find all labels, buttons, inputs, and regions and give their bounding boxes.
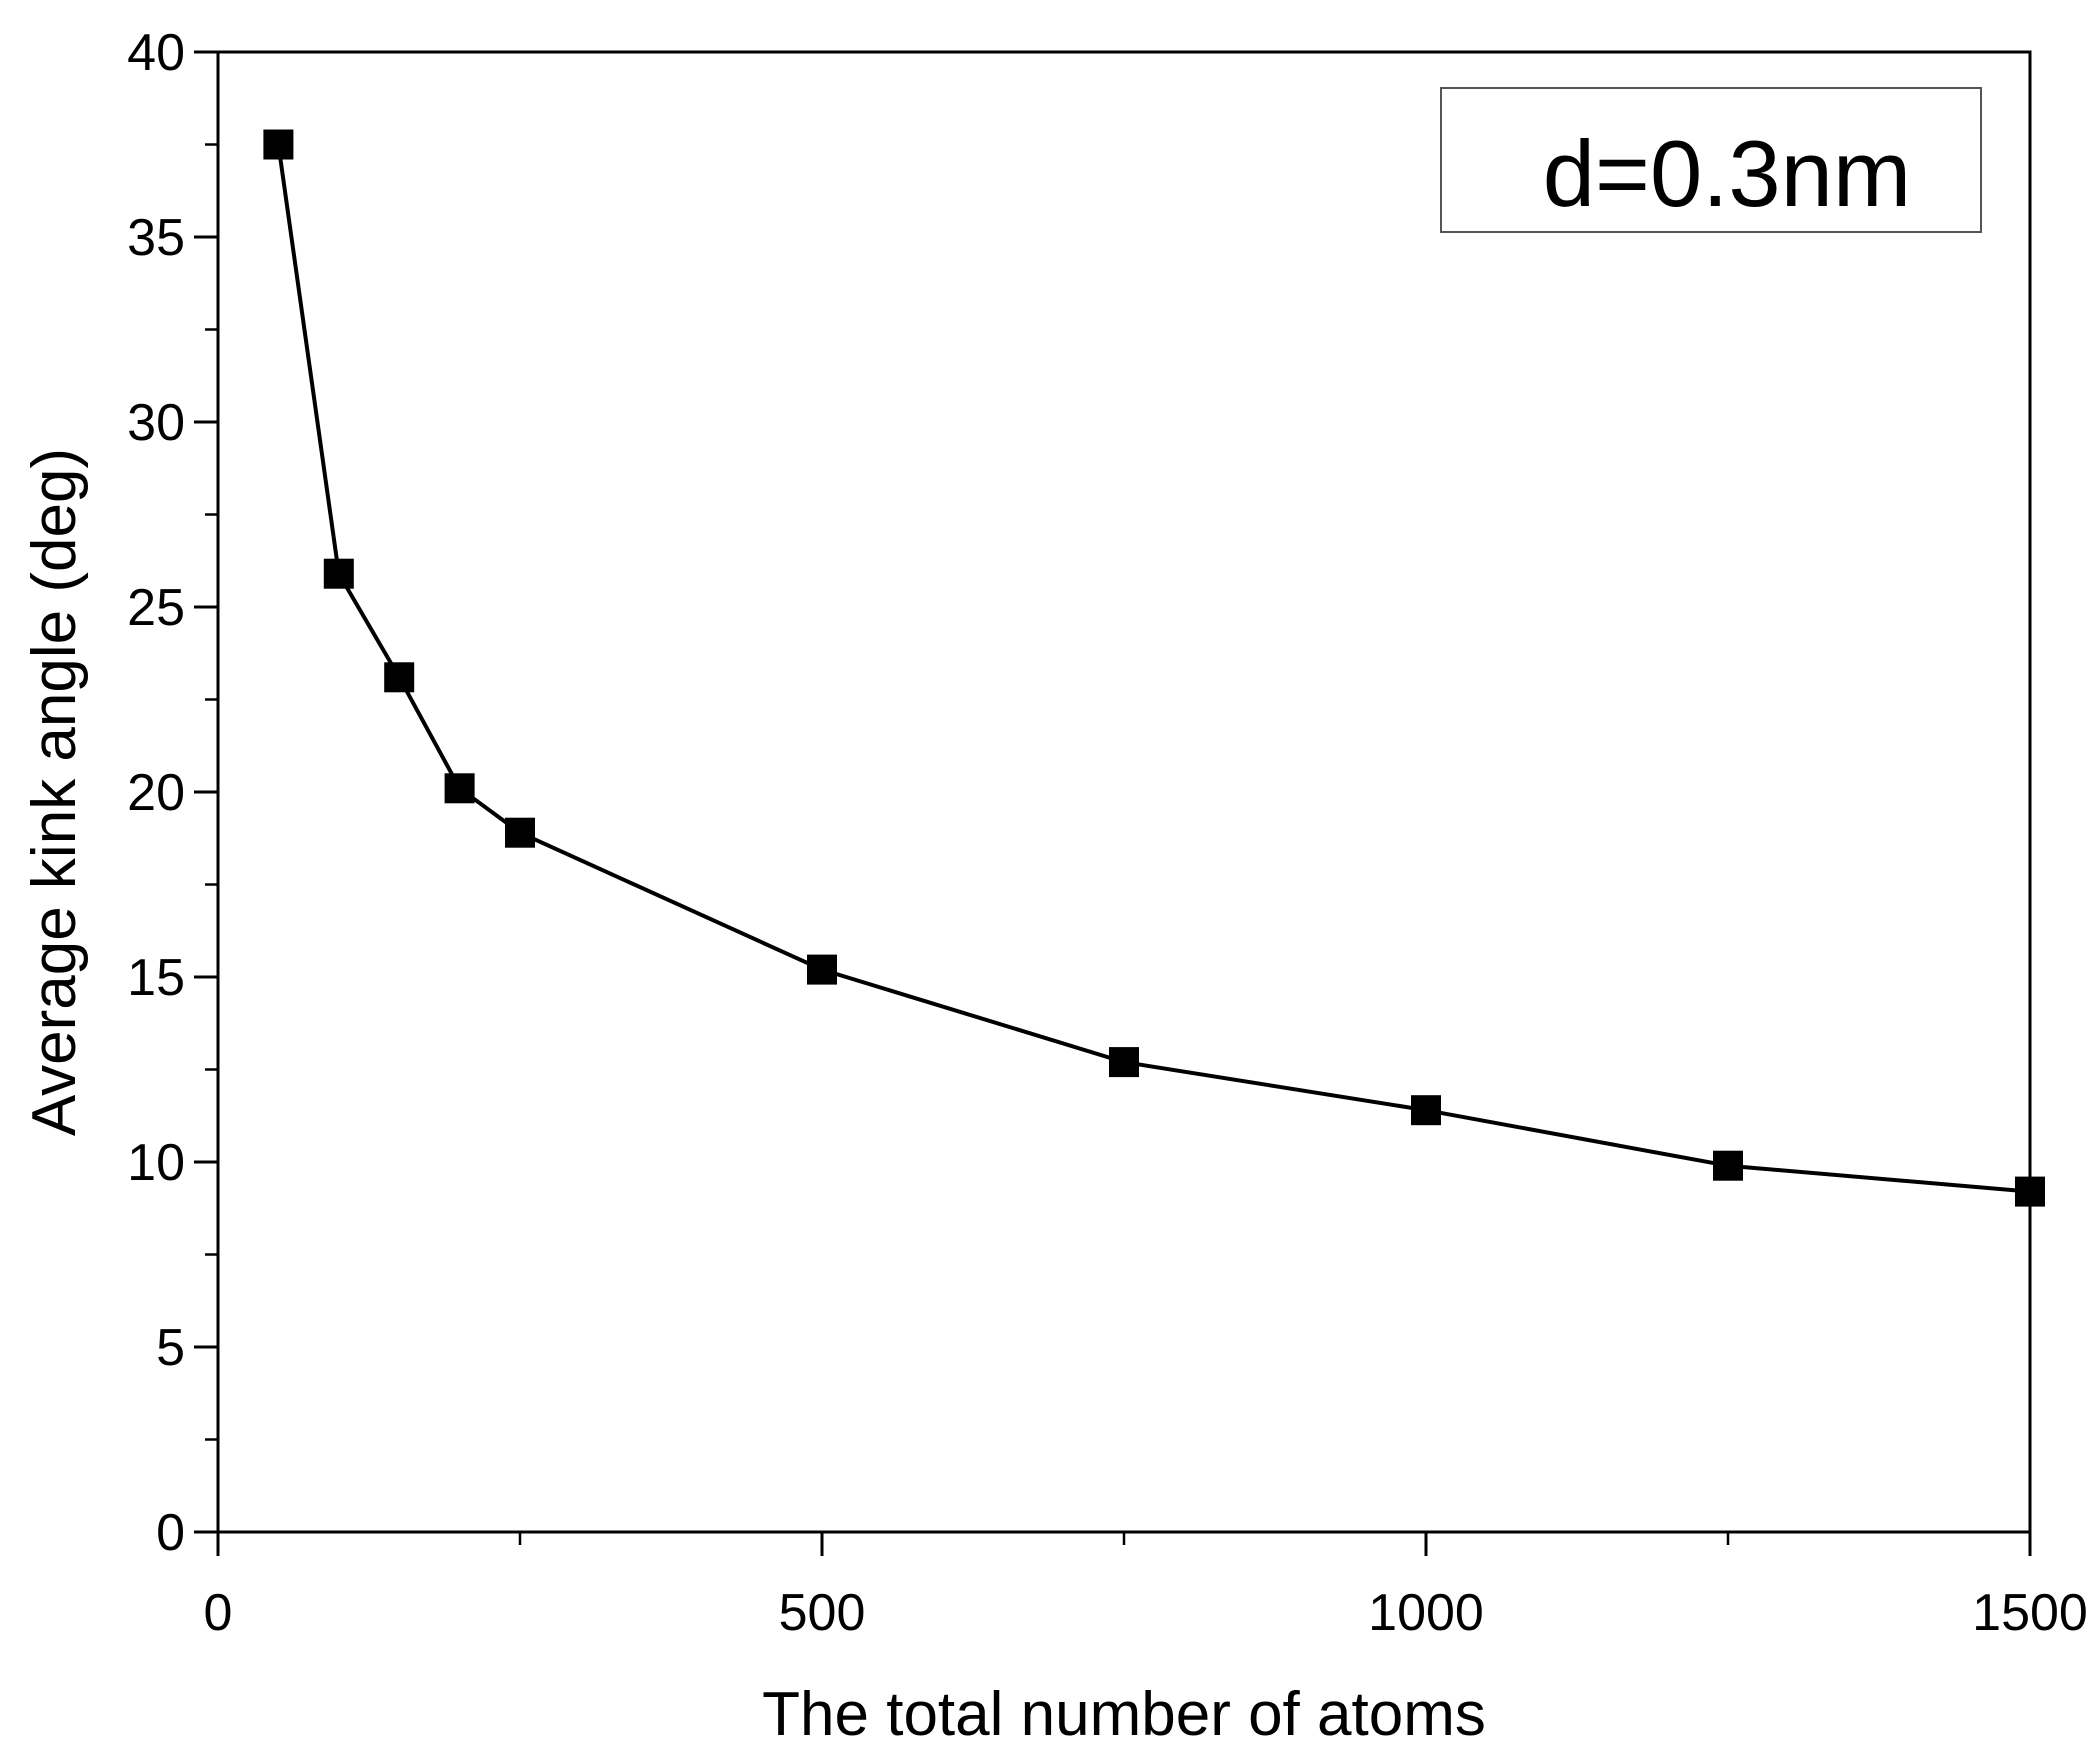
- y-tick-label: 10: [127, 1134, 185, 1192]
- y-tick-label: 0: [156, 1504, 185, 1562]
- plot-area-frame: [216, 50, 2032, 1534]
- annotation-label: d=0.3nm: [1543, 121, 1911, 226]
- x-tick-label: 500: [779, 1584, 866, 1642]
- data-point-marker: [1109, 1047, 1139, 1078]
- y-tick-label: 20: [127, 764, 185, 822]
- data-point-marker: [1713, 1150, 1743, 1181]
- data-point-marker: [444, 773, 475, 804]
- data-point-marker: [323, 558, 354, 589]
- y-tick-label: 40: [127, 24, 185, 82]
- data-point-marker: [1411, 1095, 1441, 1126]
- data-point-marker: [505, 817, 535, 848]
- y-axis-label: Average kink angle (deg): [20, 448, 89, 1136]
- y-tick-label: 35: [127, 209, 185, 267]
- y-tick-label: 25: [127, 579, 185, 637]
- y-axis-ticks: 0 5 10 15 20 25 30 35 40: [127, 24, 218, 1562]
- x-tick-label: 0: [204, 1584, 233, 1642]
- y-tick-label: 15: [127, 949, 185, 1007]
- x-tick-label: 1000: [1368, 1584, 1484, 1642]
- y-tick-label: 30: [127, 394, 185, 452]
- data-point-marker: [263, 129, 294, 160]
- series-layer: [263, 129, 2045, 1207]
- annotation-box: d=0.3nm: [1440, 87, 1982, 233]
- annotation-frame: [1440, 87, 1982, 233]
- y-tick-label: 5: [156, 1319, 185, 1377]
- data-point-marker: [807, 954, 837, 985]
- x-axis-label: The total number of atoms: [762, 1680, 1486, 1749]
- x-tick-label: 1500: [1972, 1584, 2088, 1642]
- x-axis-ticks: 0 500 1000 1500: [204, 1532, 2088, 1642]
- series-line: [276, 144, 2031, 1194]
- data-point-marker: [384, 662, 415, 693]
- data-point-marker: [2015, 1176, 2045, 1207]
